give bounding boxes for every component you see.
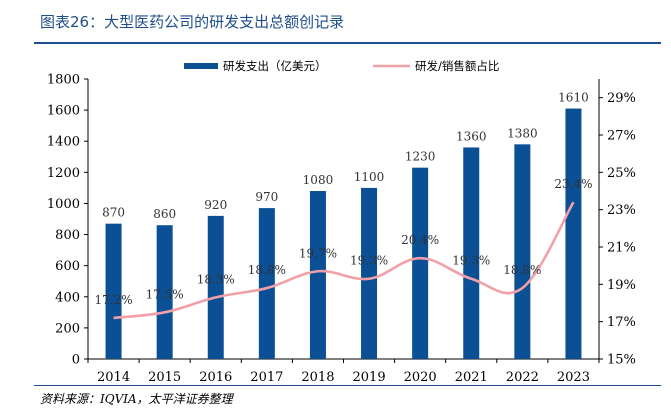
- line-value-label: 18.8%: [503, 263, 541, 277]
- line-value-label: 19.7%: [299, 246, 337, 260]
- left-tick-label: 1400: [47, 135, 80, 150]
- legend-bar-label: 研发支出（亿美元）: [223, 59, 327, 73]
- right-tick-label: 23%: [607, 203, 636, 218]
- bar: [361, 187, 378, 359]
- bar-value-label: 860: [153, 207, 176, 221]
- bar-value-label: 920: [204, 198, 227, 212]
- title-rule: [34, 42, 661, 44]
- bar-value-label: 1080: [303, 173, 334, 187]
- chart-legend: 研发支出（亿美元） 研发/销售额占比: [184, 59, 499, 73]
- x-tick-label: 2021: [455, 370, 488, 385]
- left-tick-label: 600: [55, 259, 80, 274]
- bar-series: [105, 108, 582, 359]
- right-tick-label: 25%: [607, 166, 636, 181]
- bar: [412, 167, 429, 359]
- bar-data-labels: 870 860 920 970 1080 1100 1230 1360 1380 1610: [102, 91, 589, 222]
- line-value-label: 17.5%: [146, 287, 184, 301]
- left-tick-label: 800: [55, 228, 80, 243]
- chart-axes: 0 200 400 600 800 1000 1200 1400 1600 1800 15% 17% 1…: [47, 73, 636, 386]
- right-tick-label: 19%: [607, 278, 636, 293]
- bar-value-label: 870: [102, 206, 125, 220]
- line-value-label: 18.3%: [197, 272, 235, 286]
- line-value-label: 18.8%: [248, 263, 286, 277]
- x-tick-label: 2018: [301, 370, 334, 385]
- ratio-line: [113, 201, 575, 320]
- x-tick-label: 2020: [404, 370, 437, 385]
- legend-line-label: 研发/销售额占比: [415, 59, 499, 73]
- right-tick-label: 17%: [607, 315, 636, 330]
- legend-bar-swatch: [184, 63, 218, 69]
- x-tick-label: 2023: [557, 370, 590, 385]
- line-data-labels: 17.2% 17.5% 18.3% 18.8% 19.7% 19.3% 20.4% 19.3%…: [94, 177, 592, 307]
- left-tick-label: 1200: [47, 166, 80, 181]
- bar-value-label: 1100: [354, 170, 385, 184]
- source-rule: [34, 385, 661, 386]
- x-tick-label: 2015: [148, 370, 181, 385]
- bar-value-label: 1610: [558, 91, 589, 105]
- x-tick-label: 2019: [353, 370, 386, 385]
- x-tick-label: 2022: [506, 370, 539, 385]
- left-tick-label: 0: [72, 353, 80, 368]
- left-tick-label: 200: [55, 321, 80, 336]
- line-value-label: 17.2%: [94, 293, 132, 307]
- source-note: 资料来源：IQVIA，太平洋证券整理: [40, 392, 233, 406]
- bar: [514, 144, 531, 359]
- left-tick-label: 1800: [47, 73, 80, 88]
- x-tick-label: 2016: [199, 370, 232, 385]
- chart-title: 图表26：大型医药公司的研发支出总额创记录: [40, 13, 345, 31]
- line-value-label: 23.4%: [554, 177, 592, 191]
- bar: [258, 208, 275, 359]
- left-tick-label: 1600: [47, 104, 80, 119]
- bar: [463, 147, 480, 359]
- bar-value-label: 1360: [456, 129, 487, 143]
- bar: [207, 215, 224, 359]
- bar: [105, 223, 122, 359]
- line-value-label: 19.3%: [350, 254, 388, 268]
- bar-value-label: 970: [255, 190, 278, 204]
- bar-value-label: 1380: [507, 126, 538, 140]
- bar: [309, 191, 326, 359]
- line-series: [113, 201, 575, 320]
- x-tick-label: 2017: [250, 370, 283, 385]
- right-tick-label: 15%: [607, 353, 636, 368]
- line-value-label: 19.3%: [452, 254, 490, 268]
- line-value-label: 20.4%: [401, 233, 439, 247]
- bar-value-label: 1230: [405, 150, 436, 164]
- left-tick-label: 400: [55, 290, 80, 305]
- right-tick-label: 21%: [607, 241, 636, 256]
- x-tick-label: 2014: [97, 370, 130, 385]
- bar: [156, 225, 173, 359]
- left-tick-label: 1000: [47, 197, 80, 212]
- right-tick-label: 27%: [607, 129, 636, 144]
- right-tick-label: 29%: [607, 91, 636, 106]
- bar: [565, 108, 582, 359]
